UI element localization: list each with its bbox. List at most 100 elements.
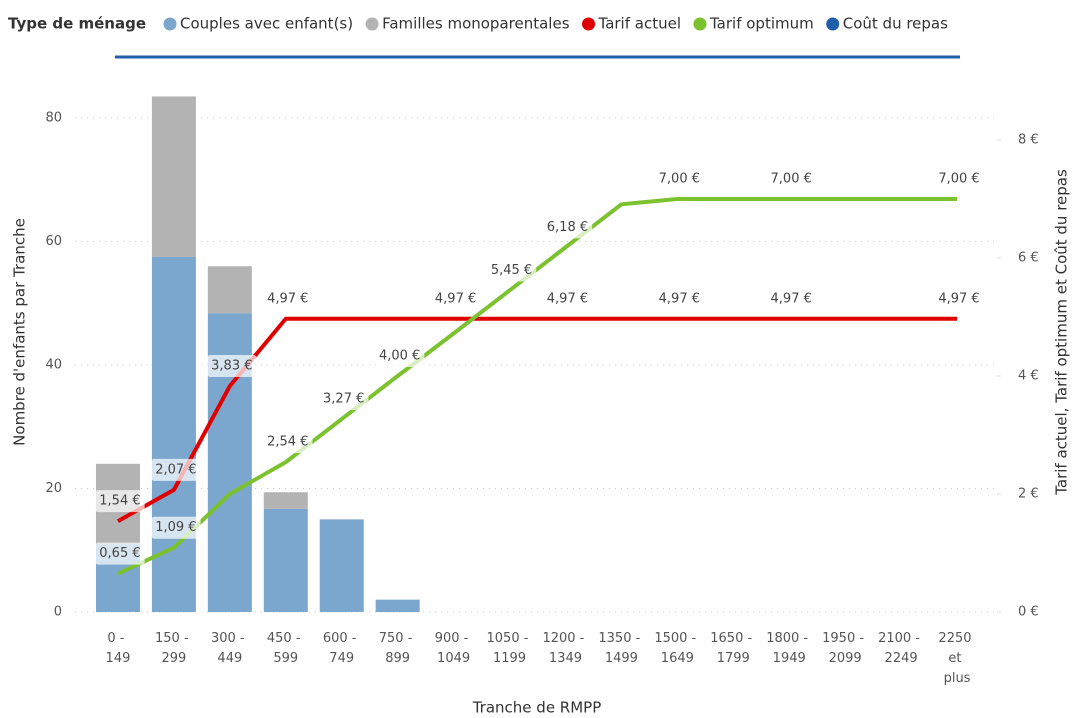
bar <box>263 508 308 612</box>
value-label-group: 7,00 € <box>766 168 816 190</box>
value-label-bg <box>486 259 537 282</box>
value-label-group: 4,97 € <box>766 287 816 310</box>
value-label: 7,00 € <box>938 172 979 187</box>
value-label: 1,09 € <box>155 520 196 535</box>
x-tick-label: 2250 et plus <box>938 631 975 686</box>
x-tick-label: 300 - 449 <box>211 631 249 666</box>
value-label: 4,97 € <box>659 291 700 306</box>
value-label-bg <box>934 287 984 310</box>
value-label: 2,07 € <box>155 462 196 477</box>
x-tick-label: 150 - 299 <box>155 631 193 666</box>
bar <box>375 599 420 612</box>
x-tick-label: 1650 - 1799 <box>710 631 756 666</box>
line <box>116 316 958 523</box>
value-label-group: 4,97 € <box>934 287 984 310</box>
x-tick-label: 900 - 1049 <box>435 631 473 666</box>
value-label-group: 4,97 € <box>430 287 481 310</box>
line <box>117 197 958 576</box>
value-label-bg <box>430 287 481 310</box>
value-label-bg <box>263 431 313 454</box>
y2-tick-label: 0 € <box>1018 605 1039 620</box>
value-label-bg <box>151 516 201 539</box>
value-label-group: 6,18 € <box>542 216 593 239</box>
value-label-bg <box>766 168 816 190</box>
value-label-group: 4,97 € <box>542 287 593 310</box>
y-tick-label: 20 <box>45 481 62 496</box>
value-label: 4,97 € <box>771 291 812 306</box>
value-label-group: 0,65 € <box>95 542 145 565</box>
y2-tick-label: 2 € <box>1018 487 1039 502</box>
x-tick-label: 1800 - 1949 <box>766 631 812 666</box>
value-label: 4,97 € <box>938 291 979 306</box>
value-label-group: 2,07 € <box>151 458 201 481</box>
value-label-group: 3,27 € <box>319 388 369 411</box>
value-label-group: 4,00 € <box>374 345 425 367</box>
value-label-bg <box>95 490 145 513</box>
value-label: 4,00 € <box>379 349 420 364</box>
value-label-bg <box>766 287 816 310</box>
y2-axis-title: Tarif actuel, Tarif optimum et Coût du r… <box>1053 169 1071 496</box>
bar <box>319 519 364 612</box>
bar <box>151 256 196 612</box>
legend-label: Tarif actuel <box>598 15 681 33</box>
value-label: 4,97 € <box>267 291 308 306</box>
x-tick-label: 600 - 749 <box>323 631 361 666</box>
value-label: 3,27 € <box>323 392 364 407</box>
legend-label: Tarif optimum <box>709 15 814 33</box>
value-label-group: 2,54 € <box>263 431 313 454</box>
x-tick-label: 450 - 599 <box>267 631 305 666</box>
value-label-bg <box>654 168 705 190</box>
value-label: 4,97 € <box>547 291 588 306</box>
legend-title: Type de ménage <box>8 15 146 33</box>
value-label-bg <box>542 216 593 239</box>
value-label-group: 1,54 € <box>95 490 145 513</box>
value-label: 7,00 € <box>659 172 700 187</box>
x-tick-label: 1200 - 1349 <box>542 631 588 666</box>
value-label: 6,18 € <box>547 220 588 235</box>
legend-swatch <box>365 17 379 31</box>
bar <box>151 96 196 257</box>
value-label-bg <box>263 287 313 310</box>
legend-swatch <box>826 17 840 31</box>
y-axis-title: Nombre d'enfants par Tranche <box>11 218 29 446</box>
y-tick-label: 60 <box>45 234 62 249</box>
value-label: 7,00 € <box>771 172 812 187</box>
value-label: 5,45 € <box>491 263 532 278</box>
x-tick-label: 1050 - 1199 <box>487 631 533 666</box>
y2-tick-label: 4 € <box>1018 369 1039 384</box>
value-label-bg <box>934 168 984 190</box>
legend-swatch <box>693 17 707 31</box>
legend-label: Couples avec enfant(s) <box>180 15 353 33</box>
value-label-bg <box>95 542 145 565</box>
x-tick-label: 2100 - 2249 <box>878 631 924 666</box>
legend-swatch <box>163 17 177 31</box>
y2-tick-label: 8 € <box>1018 133 1039 148</box>
x-tick-label: 1500 - 1649 <box>654 631 700 666</box>
y-tick-label: 0 <box>54 605 62 620</box>
value-label-bg <box>374 345 425 367</box>
value-label-bg <box>207 355 257 378</box>
value-label: 4,97 € <box>435 291 476 306</box>
x-tick-label: 1350 - 1499 <box>598 631 644 666</box>
value-label-bg <box>151 458 201 481</box>
value-label: 2,54 € <box>267 435 308 450</box>
y2-tick-label: 6 € <box>1018 251 1039 266</box>
legend-label: Familles monoparentales <box>382 15 570 33</box>
value-label: 0,65 € <box>99 546 140 561</box>
bar <box>207 266 252 314</box>
value-label: 1,54 € <box>99 494 140 509</box>
y-tick-label: 40 <box>45 358 62 373</box>
x-tick-label: 750 - 899 <box>379 631 417 666</box>
value-label-group: 4,97 € <box>654 287 705 310</box>
value-label-group: 3,83 € <box>207 355 257 378</box>
bar <box>263 492 308 509</box>
y-tick-label: 80 <box>45 111 62 126</box>
value-label-group: 5,45 € <box>486 259 537 282</box>
legend-swatch <box>582 17 596 31</box>
value-label: 3,83 € <box>211 359 252 374</box>
value-label-bg <box>542 287 593 310</box>
value-label-group: 4,97 € <box>263 287 313 310</box>
x-tick-label: 1950 - 2099 <box>822 631 868 666</box>
value-label-group: 7,00 € <box>654 168 705 190</box>
